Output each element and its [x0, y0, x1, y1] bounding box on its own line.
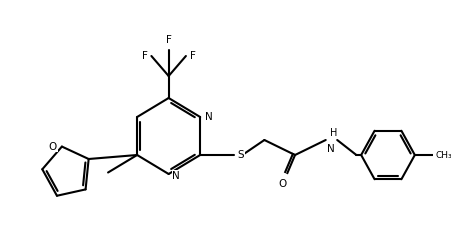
Text: F: F — [166, 35, 171, 45]
Text: F: F — [189, 51, 195, 61]
Text: O: O — [278, 179, 286, 189]
Text: N: N — [172, 171, 180, 181]
Text: F: F — [141, 51, 147, 61]
Text: N: N — [204, 112, 212, 122]
Text: CH₃: CH₃ — [435, 151, 451, 161]
Text: H: H — [329, 128, 336, 138]
Text: S: S — [237, 150, 244, 160]
Text: N: N — [326, 144, 334, 154]
Text: O: O — [49, 142, 57, 152]
